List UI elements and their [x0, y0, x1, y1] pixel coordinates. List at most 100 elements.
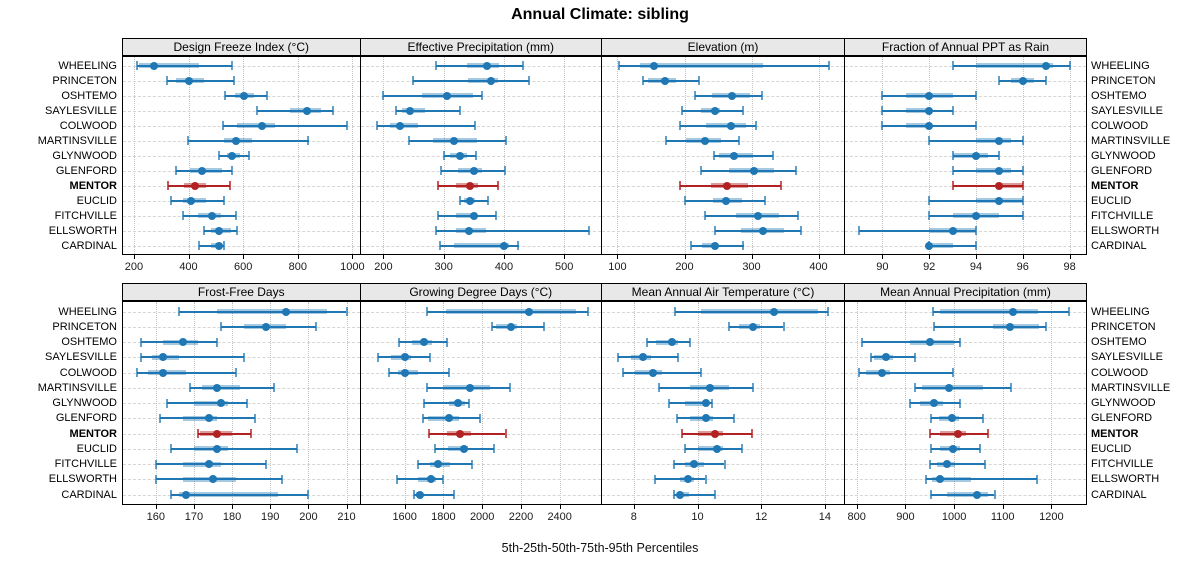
row-label-right-glenford: GLENFORD [1091, 412, 1153, 425]
median-dot [465, 196, 474, 205]
row-gridline [360, 494, 601, 496]
median-dot [722, 196, 730, 205]
cap-95th [242, 352, 245, 362]
interval-25-75 [929, 243, 953, 248]
row-gridline [123, 215, 360, 217]
interval-5-95 [396, 478, 443, 481]
axis-tick-label: 8 [630, 511, 637, 523]
axis-tick [443, 505, 445, 509]
cap-95th [474, 151, 477, 160]
interval-25-75 [932, 476, 971, 482]
cap-5th [426, 307, 428, 316]
median-dot [486, 76, 495, 85]
axis-tick [482, 505, 484, 509]
median-dot [231, 136, 240, 145]
cap-95th [503, 166, 506, 175]
row-gridline [360, 326, 601, 328]
cap-95th [527, 76, 530, 85]
median-dot [945, 383, 954, 392]
axis-tick [193, 505, 195, 509]
median-dot [925, 241, 934, 250]
cap-5th [198, 241, 201, 250]
interval-5-95 [700, 169, 797, 172]
row-label-right-mentor: MENTOR [1091, 179, 1139, 192]
cap-5th [139, 337, 142, 347]
median-dot [465, 226, 473, 235]
median-dot [465, 383, 474, 392]
cap-5th [177, 307, 180, 316]
interval-5-95 [659, 386, 754, 389]
axis-tick [882, 255, 884, 259]
panel-title: Frost-Free Days [197, 285, 285, 299]
row-gridline [602, 403, 844, 404]
cap-95th [704, 474, 707, 484]
interval-25-75 [148, 370, 187, 375]
cap-95th [979, 444, 982, 454]
cap-5th [928, 459, 931, 469]
interval-25-75 [993, 324, 1040, 330]
row-label-right-ellsworth: ELLSWORTH [1091, 224, 1160, 237]
cap-95th [448, 368, 451, 377]
row-label-left-princeton: PRINCETON [52, 320, 117, 333]
panel-strip: Growing Degree Days (°C) [359, 283, 602, 301]
cap-5th [426, 383, 428, 393]
axis-tick [443, 255, 445, 259]
cap-5th [170, 490, 173, 499]
cap-5th [433, 444, 436, 454]
cap-95th [250, 429, 253, 438]
cap-5th [411, 76, 414, 85]
median-dot [754, 211, 763, 220]
cap-5th [881, 91, 884, 100]
cap-95th [951, 368, 954, 377]
axis-tick-label: 200 [675, 261, 694, 273]
median-dot [182, 490, 191, 499]
interval-25-75 [952, 153, 988, 158]
cap-5th [158, 413, 161, 423]
axis-tick-label: 200 [374, 261, 393, 273]
median-dot [668, 338, 677, 346]
row-label-left-cardinal: CARDINAL [61, 239, 117, 252]
cap-5th [683, 444, 686, 454]
interval-25-75 [705, 123, 747, 128]
interval-25-75 [905, 123, 930, 128]
cap-5th [437, 181, 440, 190]
axis-tick [155, 505, 157, 509]
axis-tick [297, 255, 299, 259]
axis-tick [504, 255, 505, 259]
interval-25-75 [139, 63, 200, 68]
cap-5th [435, 226, 438, 235]
cap-5th [443, 151, 446, 160]
row-label-left-princeton: PRINCETON [52, 74, 117, 87]
interval-5-95 [418, 463, 472, 465]
cap-95th [496, 181, 499, 190]
cap-5th [170, 196, 173, 205]
axis-tick-label: 92 [923, 261, 936, 273]
median-dot [185, 76, 194, 85]
interval-5-95 [412, 79, 529, 82]
row-label-left-oshtemo: OSHTEMO [61, 89, 117, 102]
median-dot [500, 241, 508, 250]
cap-95th [677, 352, 680, 362]
cap-5th [658, 383, 661, 393]
cap-5th [667, 398, 670, 408]
cap-5th [858, 368, 861, 377]
axis-tick-label: 94 [969, 261, 983, 273]
row-label-right-glynwood: GLYNWOOD [1091, 397, 1156, 409]
panel-strip: Fraction of Annual PPT as Rain [844, 38, 1087, 56]
cap-95th [993, 490, 996, 499]
axis-tick [1051, 505, 1053, 509]
axis-tick-label: 1000 [941, 511, 967, 523]
cap-95th [504, 136, 507, 145]
cap-5th [413, 490, 416, 499]
cap-95th [742, 241, 745, 250]
cap-95th [998, 151, 1001, 160]
interval-25-75 [193, 400, 229, 406]
interval-5-95 [930, 493, 995, 496]
cap-95th [959, 398, 962, 408]
axis-tick-label: 10 [691, 511, 704, 523]
interval-5-95 [715, 229, 802, 232]
row-label-right-euclid: EUCLID [1091, 194, 1132, 207]
interval-5-95 [155, 478, 282, 481]
interval-5-95 [435, 64, 523, 67]
row-label-right-glynwood: GLYNWOOD [1091, 149, 1156, 162]
